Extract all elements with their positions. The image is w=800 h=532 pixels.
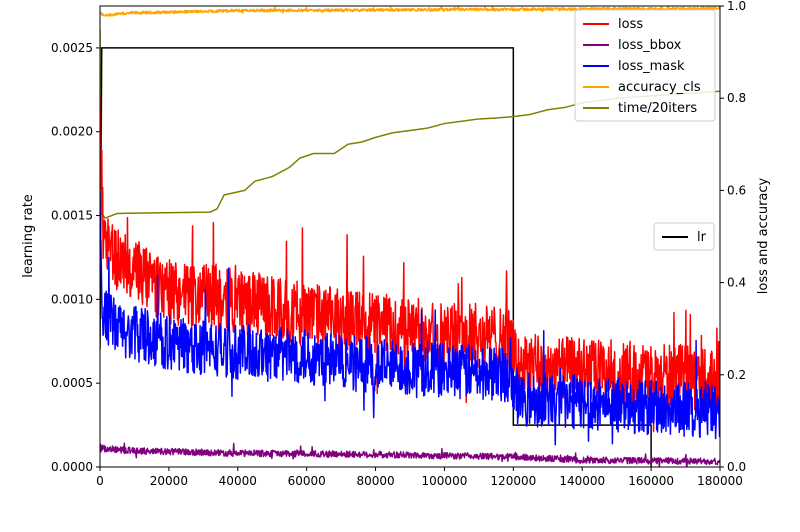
x-tick-label: 140000 <box>559 474 605 488</box>
axes-layer: 0 20000 40000 60000 80000 100000 120000 140000 1… <box>51 0 746 488</box>
x-tick-label: 180000 <box>697 474 743 488</box>
y-right-tick-label: 0.0 <box>727 460 746 474</box>
y-right-tick-label: 0.8 <box>727 91 746 105</box>
legend-label: accuracy_cls <box>618 80 701 95</box>
series-line-lr <box>100 47 652 467</box>
legend-box <box>574 9 716 122</box>
legend-label: lr <box>697 230 707 245</box>
x-tick-label: 0 <box>96 474 104 488</box>
legend-left: lr <box>653 222 715 251</box>
legend-label: loss_mask <box>618 59 685 74</box>
series-layer <box>100 6 720 467</box>
legend-label: loss_bbox <box>618 38 682 53</box>
y-axis-right-label: loss and accuracy <box>756 177 771 294</box>
y-left-tick-label: 0.0025 <box>51 41 93 55</box>
x-tick-label: 120000 <box>490 474 536 488</box>
legend-label: loss <box>618 17 643 32</box>
y-axis-left-label: learning rate <box>21 194 36 278</box>
plot-frame <box>99 5 721 468</box>
y-left-tick-label: 0.0010 <box>51 292 93 306</box>
x-tick-label: 40000 <box>219 474 257 488</box>
y-right-tick-label: 0.2 <box>727 368 746 382</box>
y-left-tick-label: 0.0005 <box>51 376 93 390</box>
x-tick-label: 20000 <box>150 474 188 488</box>
x-tick-label: 80000 <box>356 474 394 488</box>
y-right-tick-label: 1.0 <box>727 0 746 13</box>
series-line-time-20iters <box>100 29 720 219</box>
legend-right: loss loss_bbox loss_mask accuracy_cls time/2… <box>574 9 716 122</box>
x-tick-label: 100000 <box>422 474 468 488</box>
y-left-tick-label: 0.0000 <box>51 460 93 474</box>
y-right-tick-label: 0.6 <box>727 183 746 197</box>
y-right-tick-label: 0.4 <box>727 276 746 290</box>
x-tick-label: 160000 <box>628 474 674 488</box>
series-line-loss-mask <box>100 191 720 446</box>
x-tick-label: 60000 <box>288 474 326 488</box>
series-line-loss-bbox <box>100 442 720 467</box>
legend-label: time/20iters <box>618 101 697 116</box>
y-left-tick-label: 0.0015 <box>51 209 93 223</box>
y-left-tick-label: 0.0020 <box>51 125 93 139</box>
